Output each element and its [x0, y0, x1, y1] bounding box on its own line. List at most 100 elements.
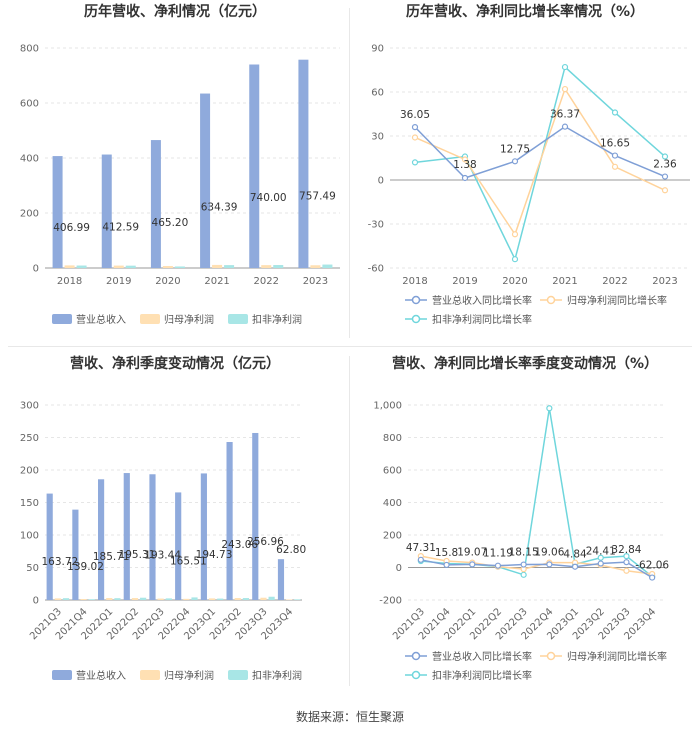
bar-revenue: [101, 154, 112, 268]
bar-revenue: [200, 473, 207, 600]
chart-title: 历年营收、净利情况（亿元）: [84, 3, 266, 20]
point-revenue-growth: [443, 561, 450, 569]
point-revenue-growth: [494, 562, 502, 569]
bar-deducted-profit: [294, 599, 301, 600]
data-label: 19.07: [457, 546, 487, 558]
y-tick-label: 100: [20, 531, 39, 542]
panel-divider: [349, 356, 350, 686]
annual-revenue-profit-chart: 历年营收、净利情况（亿元） 0 200 400 600 800 2018 2019 2020 20…: [0, 0, 350, 345]
y-tick-label: 1,000: [373, 401, 402, 412]
point-net-profit-growth: [611, 163, 619, 170]
bar-revenue: [252, 432, 259, 600]
y-tick-label: 800: [20, 44, 39, 55]
y-tick-label: 90: [371, 44, 384, 55]
bar-deducted-profit: [242, 598, 250, 600]
point-deducted-profit-growth: [623, 553, 630, 560]
legend-swatch: [546, 651, 556, 661]
bar-net-profit: [183, 598, 190, 600]
point-revenue-growth: [561, 123, 569, 130]
data-label: 4.84: [563, 549, 587, 561]
data-label: 634.39: [201, 201, 238, 213]
bar-deducted-profit: [114, 598, 121, 600]
data-label: 194.73: [196, 549, 233, 561]
bar-deducted-profit: [174, 266, 185, 268]
bar-deducted-profit: [88, 599, 95, 600]
legend-swatch: [228, 314, 248, 324]
data-label: 740.00: [250, 192, 287, 204]
legend-swatch: [228, 670, 248, 680]
bar-deducted-profit: [217, 598, 224, 600]
legend-label: 营业总收入: [76, 313, 126, 326]
y-tick-label: 250: [20, 433, 39, 444]
bar-revenue: [52, 156, 63, 268]
y-tick-label: 150: [20, 498, 39, 509]
point-revenue-growth: [649, 574, 656, 581]
point-net-profit-growth: [661, 187, 669, 194]
x-tick-label: 2019: [106, 276, 131, 287]
bar-net-profit: [261, 265, 272, 268]
bar-deducted-profit: [191, 597, 198, 600]
data-label: 757.49: [299, 190, 336, 202]
x-tick-label: 2022: [602, 276, 627, 287]
x-tick-label: 2020: [502, 276, 527, 287]
bar-revenue: [249, 64, 260, 268]
bar-net-profit: [208, 598, 216, 600]
point-revenue-growth: [571, 563, 579, 570]
legend-swatch: [411, 314, 421, 324]
data-label: 2.36: [653, 159, 677, 171]
data-label: 165.51: [170, 555, 207, 567]
bar-net-profit: [260, 597, 267, 600]
y-tick-label: 200: [383, 531, 402, 542]
point-net-profit-growth: [511, 231, 519, 238]
bar-revenue: [97, 479, 105, 600]
point-revenue-growth: [417, 556, 424, 563]
bar-revenue: [150, 140, 161, 268]
y-tick-label: 200: [20, 209, 39, 220]
bar-revenue: [298, 59, 309, 269]
bar-revenue: [175, 492, 182, 600]
chart-title: 历年营收、净利同比增长率情况（%）: [406, 3, 644, 20]
bar-net-profit: [106, 598, 113, 600]
data-label: 1.38: [453, 159, 476, 171]
data-label: 62.80: [276, 544, 306, 556]
legend-swatch: [411, 670, 421, 680]
legend-label: 归母净利润同比增长率: [567, 650, 667, 663]
data-label: -62.06: [635, 560, 669, 572]
point-revenue-growth: [623, 559, 630, 566]
y-tick-label: 600: [20, 99, 39, 110]
bar-deducted-profit: [224, 265, 235, 268]
x-tick-label: 2018: [402, 276, 427, 287]
point-revenue-growth: [546, 561, 553, 568]
data-label: 163.72: [41, 556, 78, 568]
y-tick-label: 0: [33, 596, 39, 607]
legend-label: 营业总收入同比增长率: [432, 650, 532, 663]
data-label: 412.59: [102, 222, 139, 234]
legend-swatch: [52, 314, 72, 324]
point-revenue-growth: [611, 152, 619, 159]
point-revenue-growth: [461, 174, 469, 182]
bar-net-profit: [113, 265, 124, 268]
quarterly-growth-rate-svg: 营收、净利同比增长率季度变动情况（%） -200 0 200 400 600 800 1,00…: [373, 355, 669, 682]
legend-label: 扣非净利润同比增长率: [432, 669, 532, 682]
legend-label: 归母净利润: [164, 669, 214, 682]
y-tick-label: 60: [371, 88, 384, 99]
data-label: 32.84: [611, 544, 641, 556]
data-label: 193.44: [144, 550, 181, 562]
panel-divider: [349, 8, 350, 338]
data-label: 12.75: [500, 143, 530, 155]
point-deducted-profit-growth: [561, 63, 569, 71]
bar-revenue: [226, 442, 233, 600]
bar-deducted-profit: [125, 265, 136, 268]
point-deducted-profit-growth: [511, 256, 519, 263]
x-tick-label: 2021: [204, 276, 229, 287]
legend-swatch: [140, 314, 160, 324]
data-label: 18.15: [509, 547, 539, 559]
point-deducted-profit-growth: [411, 159, 419, 166]
line-revenue-growth: [414, 125, 666, 179]
bar-deducted-profit: [273, 265, 284, 268]
legend-label: 营业总收入同比增长率: [432, 294, 532, 307]
annual-revenue-profit-svg: 历年营收、净利情况（亿元） 0 200 400 600 800 2018 2019 2020 20…: [20, 3, 340, 326]
line-net-profit-growth: [414, 87, 666, 236]
y-tick-label: 200: [20, 466, 39, 477]
data-label: 36.37: [550, 109, 580, 121]
